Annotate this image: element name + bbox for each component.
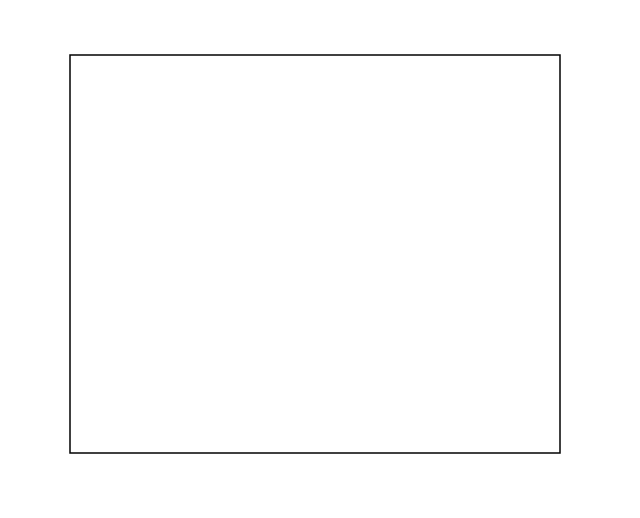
- chart-svg: [0, 0, 640, 518]
- chart-container: [0, 0, 640, 518]
